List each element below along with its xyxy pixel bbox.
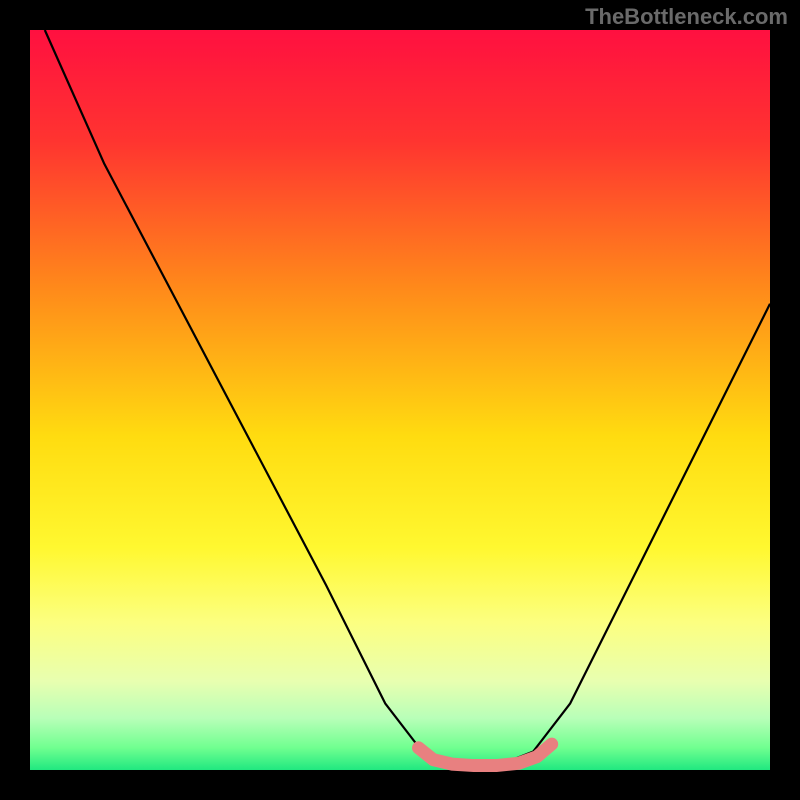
bottleneck-chart [0, 0, 800, 800]
watermark-text: TheBottleneck.com [585, 4, 788, 30]
gradient-background [30, 30, 770, 770]
